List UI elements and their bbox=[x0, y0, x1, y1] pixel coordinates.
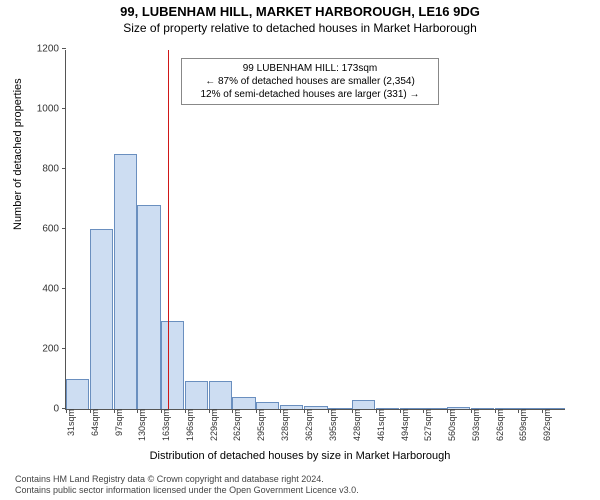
x-tick-label: 395sqm bbox=[328, 409, 338, 441]
x-tick-label: 295sqm bbox=[256, 409, 266, 441]
histogram-bar bbox=[232, 397, 255, 409]
y-tick-label: 400 bbox=[42, 284, 59, 295]
x-tick-label: 692sqm bbox=[542, 409, 552, 441]
x-tick-label: 494sqm bbox=[400, 409, 410, 441]
x-tick-label: 362sqm bbox=[304, 409, 314, 441]
histogram-bar bbox=[90, 229, 113, 409]
x-tick-label: 262sqm bbox=[232, 409, 242, 441]
x-tick-label: 659sqm bbox=[518, 409, 528, 441]
histogram-bar bbox=[66, 379, 89, 409]
x-tick-label: 593sqm bbox=[471, 409, 481, 441]
x-axis-label: Distribution of detached houses by size … bbox=[0, 450, 600, 462]
y-tick-label: 800 bbox=[42, 164, 59, 175]
y-axis-label: Number of detached properties bbox=[12, 78, 24, 230]
x-tick-label: 97sqm bbox=[114, 409, 124, 436]
info-line3: 12% of semi-detached houses are larger (… bbox=[188, 88, 432, 101]
info-line2: ← 87% of detached houses are smaller (2,… bbox=[188, 75, 432, 88]
footer-attribution: Contains HM Land Registry data © Crown c… bbox=[15, 474, 359, 496]
histogram-bar bbox=[137, 205, 160, 409]
x-tick-label: 328sqm bbox=[280, 409, 290, 441]
x-tick-label: 130sqm bbox=[137, 409, 147, 441]
reference-line bbox=[168, 50, 169, 409]
x-tick-label: 626sqm bbox=[495, 409, 505, 441]
y-tick-label: 1200 bbox=[37, 44, 59, 55]
histogram-bar bbox=[352, 400, 375, 409]
y-tick-label: 600 bbox=[42, 224, 59, 235]
histogram-bar bbox=[161, 321, 184, 410]
y-tick-label: 200 bbox=[42, 344, 59, 355]
footer-line2: Contains public sector information licen… bbox=[15, 485, 359, 496]
info-line1: 99 LUBENHAM HILL: 173sqm bbox=[188, 62, 432, 75]
chart-info-box: 99 LUBENHAM HILL: 173sqm ← 87% of detach… bbox=[181, 58, 439, 105]
histogram-chart: 020040060080010001200 31sqm64sqm97sqm130… bbox=[65, 50, 565, 410]
histogram-bar bbox=[114, 154, 137, 409]
x-tick-label: 31sqm bbox=[66, 409, 76, 436]
x-tick-label: 196sqm bbox=[185, 409, 195, 441]
y-tick-label: 1000 bbox=[37, 104, 59, 115]
page-subtitle: Size of property relative to detached ho… bbox=[0, 21, 600, 35]
x-tick-label: 163sqm bbox=[161, 409, 171, 441]
x-tick-label: 560sqm bbox=[447, 409, 457, 441]
histogram-bar bbox=[256, 402, 279, 410]
x-tick-label: 527sqm bbox=[423, 409, 433, 441]
footer-line1: Contains HM Land Registry data © Crown c… bbox=[15, 474, 359, 485]
page-title: 99, LUBENHAM HILL, MARKET HARBOROUGH, LE… bbox=[0, 4, 600, 19]
histogram-bar bbox=[185, 381, 208, 410]
x-tick-label: 461sqm bbox=[376, 409, 386, 441]
x-tick-label: 64sqm bbox=[90, 409, 100, 436]
x-tick-label: 229sqm bbox=[209, 409, 219, 441]
y-tick-label: 0 bbox=[53, 404, 59, 415]
x-tick-label: 428sqm bbox=[352, 409, 362, 441]
histogram-bar bbox=[209, 381, 232, 410]
